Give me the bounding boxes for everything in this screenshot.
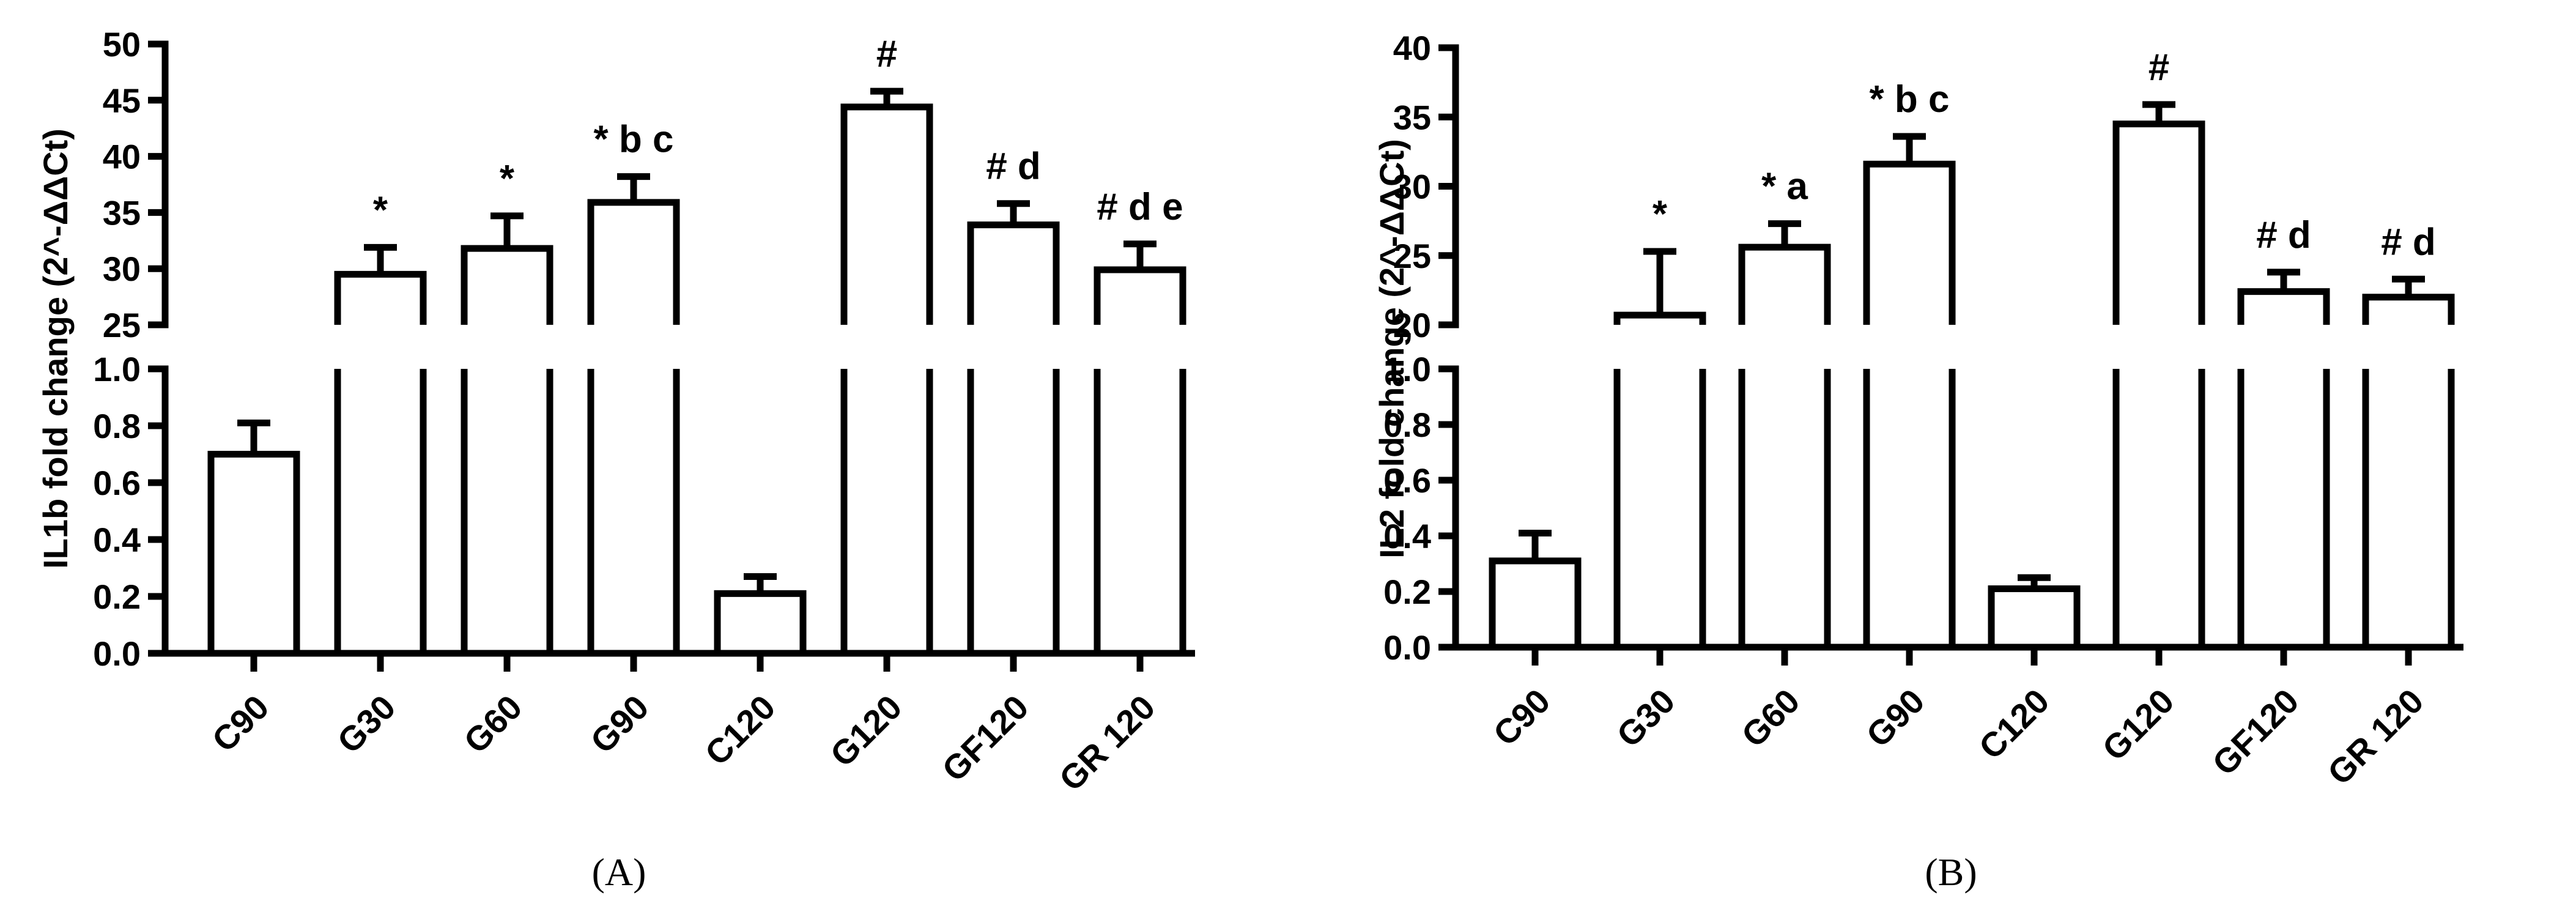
significance-label: * bbox=[500, 158, 515, 200]
x-tick-label: G60 bbox=[456, 688, 529, 760]
y-tick-label: 40 bbox=[103, 138, 141, 176]
bar bbox=[2237, 288, 2330, 325]
bar bbox=[1094, 266, 1186, 325]
bar bbox=[1988, 585, 2081, 651]
x-tick-label: C120 bbox=[697, 688, 782, 773]
x-tick-label: G120 bbox=[2095, 681, 2181, 768]
x-tick-label: G30 bbox=[1609, 681, 1682, 754]
x-tick-label: C90 bbox=[204, 688, 276, 759]
bar bbox=[207, 451, 300, 657]
bar bbox=[1863, 160, 1956, 325]
significance-label: * b c bbox=[594, 119, 674, 161]
x-tick-label: G90 bbox=[583, 688, 656, 760]
bar bbox=[2362, 294, 2455, 325]
significance-label: * a bbox=[1761, 166, 1808, 208]
y-tick-label: 40 bbox=[1393, 29, 1431, 67]
y-tick-label: 0.6 bbox=[93, 464, 141, 502]
y-axis-label: IL1b fold change (2^-ΔΔCt) bbox=[36, 128, 75, 569]
y-axis-label: IL2 fold change (2^-ΔΔCt) bbox=[1372, 139, 1411, 558]
significance-label: # d bbox=[986, 146, 1041, 188]
y-tick-label: 20 bbox=[1393, 306, 1431, 344]
panel-label: (B) bbox=[1925, 850, 1977, 894]
panel-a: 0.0 0.2 0.4 0.6 0.8 1.0 25 30 35 40 45 50 IL1b fold … bbox=[36, 25, 1195, 894]
bar bbox=[1613, 311, 1706, 325]
x-tick-label: G60 bbox=[1734, 681, 1807, 754]
x-tick-label: GR 120 bbox=[1051, 688, 1162, 798]
y-tick-label: 50 bbox=[103, 25, 141, 64]
bar bbox=[967, 221, 1060, 325]
panel-label: (A) bbox=[592, 850, 646, 894]
bar bbox=[1738, 243, 1831, 325]
panel-b: 0.0 0.2 0.4 0.6 0.8 1.0 20 25 30 35 40 IL2 fold cha… bbox=[1372, 29, 2463, 894]
y-tick-label: 35 bbox=[1393, 98, 1431, 136]
bar bbox=[334, 270, 427, 325]
x-tick-label: GR 120 bbox=[2320, 681, 2430, 792]
y-tick-label: 0.6 bbox=[1383, 461, 1431, 500]
y-tick-label: 0.2 bbox=[93, 577, 141, 616]
y-tick-label: 0.4 bbox=[93, 521, 141, 559]
x-tick-label: G90 bbox=[1859, 681, 1931, 754]
significance-label: * bbox=[373, 189, 388, 231]
y-tick-label: 0.0 bbox=[93, 634, 141, 673]
x-tick-label: G120 bbox=[823, 688, 909, 774]
x-tick-label: GF120 bbox=[935, 688, 1036, 789]
y-tick-label: 1.0 bbox=[93, 350, 141, 388]
y-tick-label: 0.2 bbox=[1383, 573, 1431, 611]
bar bbox=[1489, 557, 1582, 651]
y-tick-label: 45 bbox=[103, 81, 141, 120]
x-tick-label: GF120 bbox=[2205, 681, 2306, 783]
y-tick-label: 30 bbox=[103, 250, 141, 288]
y-tick-label: 35 bbox=[103, 193, 141, 232]
y-tick-label: 25 bbox=[103, 306, 141, 344]
y-tick-label: 0.0 bbox=[1383, 628, 1431, 667]
bar bbox=[714, 590, 807, 657]
significance-label: # d bbox=[2256, 214, 2311, 256]
y-tick-label: 30 bbox=[1393, 168, 1431, 206]
y-tick-label: 0.8 bbox=[93, 407, 141, 445]
y-tick-label: 1.0 bbox=[1383, 350, 1431, 388]
significance-label: # d bbox=[2381, 221, 2436, 263]
significance-label: # bbox=[876, 33, 897, 75]
bar bbox=[2112, 121, 2205, 325]
bar bbox=[587, 199, 680, 325]
significance-label: # d e bbox=[1097, 186, 1183, 228]
bar bbox=[461, 245, 553, 325]
y-tick-label: 0.4 bbox=[1383, 517, 1431, 555]
x-tick-label: C120 bbox=[1971, 681, 2056, 766]
significance-label: * b c bbox=[1870, 78, 1950, 121]
x-tick-label: G30 bbox=[330, 688, 402, 760]
significance-label: * bbox=[1653, 193, 1668, 236]
bar bbox=[840, 103, 933, 325]
y-tick-label: 25 bbox=[1393, 237, 1431, 275]
y-tick-label: 0.8 bbox=[1383, 406, 1431, 444]
x-tick-label: C90 bbox=[1486, 681, 1557, 753]
significance-label: # bbox=[2149, 46, 2169, 89]
